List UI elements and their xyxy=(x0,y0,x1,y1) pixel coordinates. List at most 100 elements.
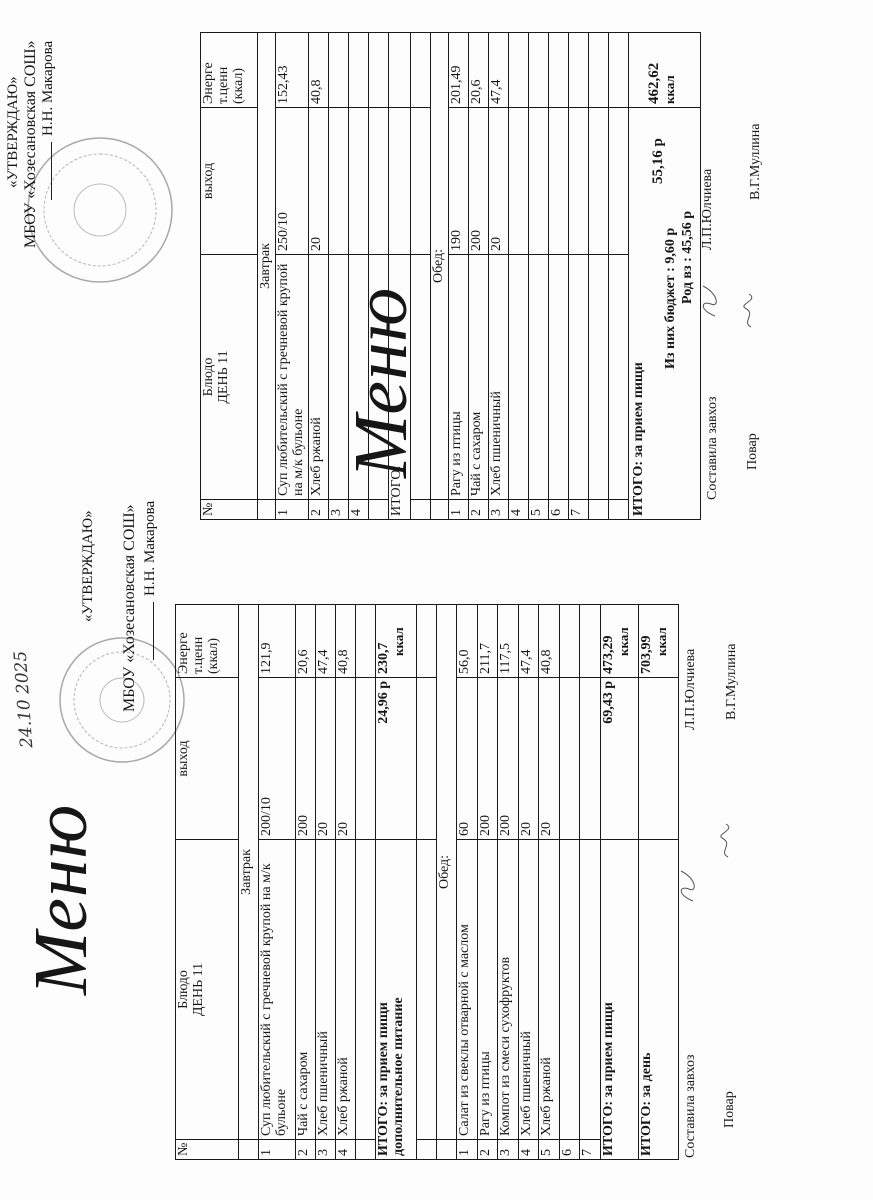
energy-cell xyxy=(608,32,629,108)
grand-total-energy: 462,62 ккал xyxy=(628,32,701,108)
energy-value xyxy=(528,32,549,108)
grand-total-row: ИТОГО: за прием пищи 55,16 р Из них бюджет… xyxy=(628,32,701,520)
table-row: 1 Суп любительский с гречневой крупой на … xyxy=(258,604,296,1160)
compiled-by-name: Л.П.Юлчиева xyxy=(700,168,715,250)
signature-squiggle xyxy=(743,293,753,328)
total-yield: 24,96 р xyxy=(375,677,417,840)
table-row: 2 Чай с сахаром 200 20,6 xyxy=(468,32,489,520)
energy-value: 40,8 xyxy=(308,32,329,108)
menu-title: Меню xyxy=(19,803,103,995)
item-number: 7 xyxy=(579,1139,600,1160)
signature-squiggle xyxy=(680,870,695,902)
total-yield xyxy=(638,677,678,840)
grand-total-energy-unit: ккал xyxy=(662,75,677,104)
energy-value: 56,0 xyxy=(456,604,477,678)
total-energy-value: 473,29 xyxy=(600,635,616,675)
yield-value xyxy=(548,107,569,255)
dish-name xyxy=(348,254,369,500)
number-cell xyxy=(238,1139,259,1160)
energy-cell xyxy=(368,32,389,108)
dish-name: Чай с сахаром xyxy=(468,254,489,500)
table-row: 1 Рагу из птицы 190 201,49 xyxy=(448,32,469,520)
yield-value xyxy=(328,107,349,255)
total-yield xyxy=(388,107,411,255)
section-row: Обед: xyxy=(436,604,457,1160)
energy-cell xyxy=(355,604,376,678)
cook-name: В.Г.Муллина xyxy=(748,123,763,200)
energy-value: 47,4 xyxy=(488,32,509,108)
column-header-energy: Энерге т.ценн (ккал) xyxy=(175,604,239,678)
total-label-text: ИТОГО: за день xyxy=(638,1052,654,1156)
yield-cell xyxy=(416,677,437,840)
table-row: 5 xyxy=(528,32,549,520)
dish-name xyxy=(559,839,580,1140)
total-label-subtext: дополнительное питание xyxy=(391,997,406,1156)
energy-value xyxy=(579,604,600,678)
day-label: ДЕНЬ 11 xyxy=(216,350,231,404)
number-cell xyxy=(410,499,431,520)
item-number: 5 xyxy=(528,499,549,520)
yield-cell xyxy=(368,107,389,255)
table-row: 7 xyxy=(568,32,589,520)
director-signature-line: Н.Н. Макарова xyxy=(141,501,159,660)
yield-value: 200 xyxy=(295,677,316,840)
item-number: 1 xyxy=(448,499,469,520)
energy-cell xyxy=(588,32,609,108)
item-number: 7 xyxy=(568,499,589,520)
number-cell xyxy=(416,1139,437,1160)
table-row: 3 Компот из смеси сухофруктов 200 117,5 xyxy=(497,604,518,1160)
approval-label: «УТВЕРЖДАЮ» xyxy=(5,76,21,188)
compiled-by-label: Составила завхоз xyxy=(683,1054,698,1158)
yield-value: 200 xyxy=(497,677,518,840)
dish-header-label: Блюдо xyxy=(176,970,191,1009)
yield-value xyxy=(579,677,600,840)
dish-name: Чай с сахаром xyxy=(295,839,316,1140)
yield-value xyxy=(568,107,589,255)
yield-value: 20 xyxy=(308,107,329,255)
total-row: ИТОГО: за прием пищи дополнительное питан… xyxy=(375,604,417,1160)
dish-name: Рагу из птицы xyxy=(477,839,498,1140)
dish-cell xyxy=(608,254,629,500)
yield-value: 20 xyxy=(518,677,539,840)
budget-amount: Из них бюджет : 9,60 р xyxy=(663,227,678,369)
total-label: ИТОГО: за день xyxy=(638,839,678,1160)
total-row: ИТОГО: за прием пищи 69,43 р 473,29 ккал xyxy=(600,604,638,1160)
table-row: 5 Хлеб ржаной 20 40,8 xyxy=(538,604,559,1160)
dish-cell xyxy=(355,839,376,1140)
menu-table-left: № Блюдо ДЕНЬ 11 выход Энерге т.ценн (ккал) За… xyxy=(175,604,679,1160)
item-number: 4 xyxy=(335,1139,356,1160)
handwritten-date: 24.10 2025 xyxy=(10,650,38,749)
cook-label: Повар xyxy=(745,433,760,470)
yield-value: 20 xyxy=(315,677,336,840)
header-row: № Блюдо ДЕНЬ 11 выход Энерге т.ценн (ккал) xyxy=(175,604,239,1160)
yield-value xyxy=(559,677,580,840)
section-label: Завтрак xyxy=(257,32,276,500)
blank-row xyxy=(410,32,431,520)
director-name: Н.Н. Макарова xyxy=(40,40,56,136)
yield-cell xyxy=(410,107,431,255)
blank-row xyxy=(608,32,629,520)
column-header-number: № xyxy=(200,499,258,520)
energy-value: 117,5 xyxy=(497,604,518,678)
cook-label: Повар xyxy=(722,1091,737,1128)
item-number: 6 xyxy=(559,1139,580,1160)
total-row: ИТОГО: xyxy=(388,32,411,520)
number-cell xyxy=(430,499,449,520)
total-energy: 473,29 ккал xyxy=(600,604,638,678)
yield-value: 200 xyxy=(468,107,489,255)
dish-name: Компот из смеси сухофруктов xyxy=(497,839,518,1140)
item-number: 1 xyxy=(258,1139,296,1160)
table-row: 6 xyxy=(548,32,569,520)
stamp-seal xyxy=(59,637,185,763)
signature-line xyxy=(39,142,52,200)
energy-value: 152,43 xyxy=(275,32,309,108)
number-cell xyxy=(355,1139,376,1160)
energy-value xyxy=(548,32,569,108)
yield-value: 250/10 xyxy=(275,107,309,255)
table-row: 3 Хлеб пшеничный 20 47,4 xyxy=(488,32,509,520)
item-number: 3 xyxy=(497,1139,518,1160)
blank-row xyxy=(355,604,376,1160)
table-row: 3 Хлеб пшеничный 20 47,4 xyxy=(315,604,336,1160)
total-energy: 230,7 ккал xyxy=(375,604,417,678)
